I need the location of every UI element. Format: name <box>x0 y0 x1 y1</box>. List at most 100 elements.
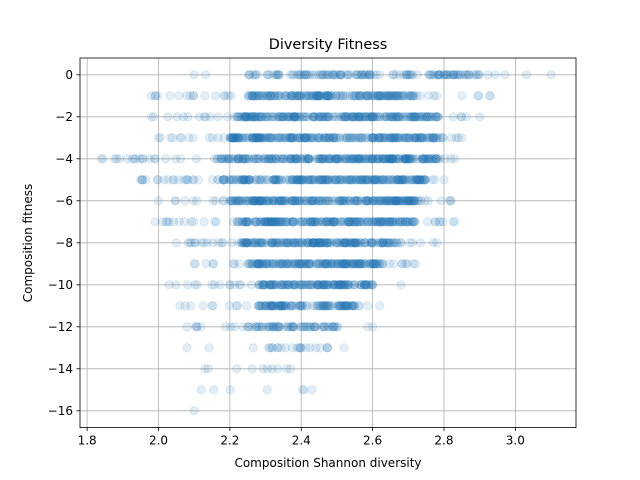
data-point <box>276 91 286 101</box>
data-point <box>241 112 251 122</box>
data-point <box>430 112 441 122</box>
data-point <box>335 154 345 164</box>
data-point <box>407 70 417 80</box>
data-point <box>322 112 333 122</box>
data-point <box>313 91 324 101</box>
data-point <box>178 112 188 122</box>
data-point <box>182 322 192 332</box>
data-point <box>461 112 472 122</box>
data-point <box>355 196 365 206</box>
data-point <box>314 91 324 101</box>
data-point <box>262 385 272 395</box>
data-point <box>340 112 350 122</box>
x-tick-label: 2.2 <box>220 434 239 448</box>
data-point <box>381 112 391 122</box>
data-point <box>267 133 277 143</box>
data-point <box>339 112 350 122</box>
data-point <box>184 133 194 143</box>
data-point <box>367 112 377 122</box>
data-point <box>394 112 405 122</box>
data-point <box>171 154 181 164</box>
data-point <box>261 112 271 122</box>
data-point <box>257 112 267 122</box>
data-point <box>316 112 326 122</box>
data-point <box>463 70 473 80</box>
data-point <box>265 91 275 101</box>
data-point <box>262 70 273 80</box>
data-point <box>362 133 372 143</box>
data-point <box>423 91 433 101</box>
data-point <box>391 91 402 101</box>
data-point <box>269 196 279 206</box>
data-point <box>546 70 556 80</box>
data-point <box>380 133 390 143</box>
data-point <box>272 91 282 101</box>
data-point <box>352 112 362 122</box>
data-point <box>420 175 430 185</box>
data-point <box>273 112 283 122</box>
data-point <box>398 91 409 101</box>
data-point <box>281 196 291 206</box>
data-point <box>290 154 300 164</box>
data-point <box>188 175 198 185</box>
data-point <box>403 112 413 122</box>
data-point <box>260 112 270 122</box>
data-point <box>326 91 336 101</box>
data-point <box>464 70 474 80</box>
data-point <box>283 112 293 122</box>
data-point <box>258 154 268 164</box>
data-point <box>349 112 360 122</box>
data-point <box>424 112 434 122</box>
data-point <box>379 112 390 122</box>
data-point <box>337 112 348 122</box>
data-point <box>229 112 239 122</box>
data-point <box>328 133 339 143</box>
data-point <box>434 70 444 80</box>
data-point <box>373 112 383 122</box>
data-point <box>439 70 449 80</box>
data-point <box>395 70 405 80</box>
data-point <box>373 217 383 227</box>
data-point <box>391 112 401 122</box>
data-point <box>323 196 333 206</box>
data-point <box>397 112 407 122</box>
data-point <box>261 91 271 101</box>
data-point <box>325 70 335 80</box>
data-point <box>334 91 344 101</box>
data-point <box>402 70 412 80</box>
data-point <box>474 70 484 80</box>
data-point <box>186 301 196 311</box>
data-point <box>294 196 304 206</box>
data-point <box>230 133 240 143</box>
data-point <box>198 301 208 311</box>
data-point <box>273 70 284 80</box>
data-point <box>225 322 236 332</box>
data-point <box>288 112 299 122</box>
y-tick-label: −12 <box>48 320 73 334</box>
data-point <box>258 364 268 374</box>
data-point <box>341 112 351 122</box>
data-point <box>355 112 365 122</box>
data-point <box>358 112 368 122</box>
data-point <box>241 112 251 122</box>
data-point <box>273 91 283 101</box>
data-point <box>247 112 258 122</box>
data-point <box>343 70 353 80</box>
data-point <box>256 196 266 206</box>
data-point <box>375 301 385 311</box>
data-point <box>424 133 434 143</box>
data-point <box>412 70 423 80</box>
data-point <box>356 112 366 122</box>
chart-title: Diversity Fitness <box>269 37 387 53</box>
data-point <box>248 112 258 122</box>
data-point <box>381 91 392 101</box>
data-point <box>332 91 342 101</box>
data-point <box>354 91 364 101</box>
data-point <box>368 91 379 101</box>
data-point <box>278 112 288 122</box>
data-point <box>346 154 356 164</box>
data-point <box>243 259 253 269</box>
x-tick-label: 1.8 <box>78 434 97 448</box>
data-point <box>222 112 233 122</box>
data-point <box>188 196 198 206</box>
